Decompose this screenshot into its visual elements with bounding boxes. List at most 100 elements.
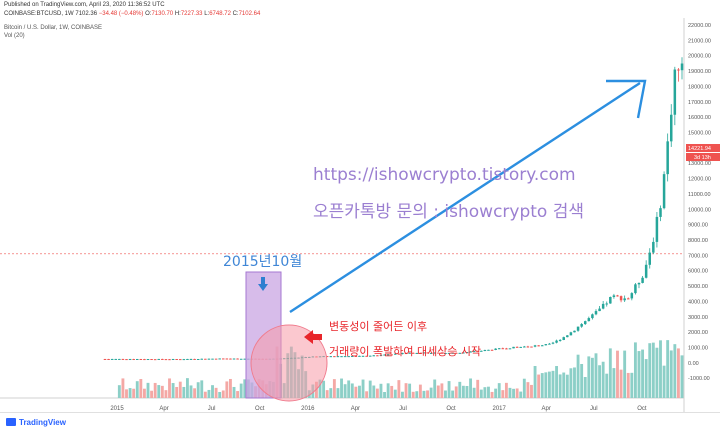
candle-body bbox=[612, 295, 616, 297]
candle-body bbox=[175, 359, 178, 361]
candle-body bbox=[397, 353, 401, 355]
candle-body bbox=[652, 241, 655, 253]
candle-body bbox=[225, 358, 229, 360]
volume-bar bbox=[343, 384, 347, 398]
volume-bar bbox=[676, 348, 680, 398]
candle-body bbox=[609, 296, 612, 304]
candle-body bbox=[429, 352, 433, 354]
candle-body bbox=[361, 355, 365, 357]
volume-bar bbox=[580, 363, 584, 398]
volume-bar bbox=[418, 384, 422, 398]
candle-body bbox=[365, 355, 368, 357]
candle-body bbox=[132, 359, 135, 361]
candle-body bbox=[566, 335, 569, 338]
volume-bar bbox=[447, 381, 451, 398]
candle-body bbox=[623, 298, 626, 301]
volume-bar bbox=[465, 385, 469, 398]
volume-bar bbox=[426, 390, 429, 398]
candle-body bbox=[540, 345, 544, 347]
tradingview-logo-icon bbox=[6, 418, 16, 426]
candle-body bbox=[555, 340, 558, 343]
candle-body bbox=[200, 358, 204, 360]
candle-body bbox=[150, 359, 153, 361]
volume-bar bbox=[512, 388, 515, 398]
candle-body bbox=[637, 282, 641, 285]
candle-body bbox=[243, 358, 247, 360]
y-tick-label: 11000.00 bbox=[688, 192, 711, 198]
candle-body bbox=[411, 352, 415, 354]
y-tick-label: 22000.00 bbox=[688, 23, 711, 29]
x-tick-label: 2017 bbox=[492, 406, 506, 412]
candle-body bbox=[533, 345, 537, 347]
candle-body bbox=[343, 356, 347, 358]
y-tick-label: 21000.00 bbox=[688, 38, 711, 44]
candle-body bbox=[569, 332, 573, 336]
price-axis: 22000.00 21000.00 20000.00 19000.00 18000.00… bbox=[688, 23, 711, 382]
volume-bar bbox=[408, 383, 412, 398]
candle-body bbox=[580, 324, 583, 327]
volume-bar bbox=[680, 355, 684, 398]
volume-bar bbox=[515, 388, 519, 398]
down-arrow-icon bbox=[258, 277, 268, 291]
volume-bar bbox=[573, 367, 576, 398]
volume-bar bbox=[135, 381, 139, 398]
candle-body bbox=[605, 303, 608, 305]
volume-bar bbox=[555, 366, 558, 398]
candle-body bbox=[523, 346, 526, 348]
candle-body bbox=[655, 216, 659, 242]
volume-bar bbox=[318, 379, 322, 398]
candle-body bbox=[634, 284, 637, 294]
candle-body bbox=[616, 295, 619, 297]
candle-body bbox=[214, 358, 218, 360]
y-tick-label: 8000.00 bbox=[688, 238, 708, 244]
y-tick-label: 1000.00 bbox=[688, 345, 708, 351]
candle-body bbox=[512, 346, 515, 349]
time-axis: 2015 Apr Jul Oct 2016 Apr Jul Oct 2017 Apr Jul Oct bbox=[110, 406, 647, 412]
y-tick-label: 19000.00 bbox=[688, 69, 711, 75]
candle-body bbox=[619, 296, 623, 301]
candle-body bbox=[641, 277, 644, 283]
x-tick-label: Apr bbox=[159, 406, 168, 412]
x-tick-label: Oct bbox=[637, 406, 647, 412]
volume-bar bbox=[454, 386, 458, 398]
volume-bar bbox=[189, 385, 193, 398]
tradingview-logo[interactable]: TradingView bbox=[6, 418, 66, 427]
candle-body bbox=[476, 351, 479, 353]
volume-bar bbox=[361, 379, 365, 398]
volume-bar bbox=[239, 383, 243, 398]
volume-bar bbox=[558, 374, 562, 398]
volume-bar bbox=[232, 386, 236, 398]
candle-body bbox=[462, 352, 465, 354]
volume-bar bbox=[229, 378, 232, 398]
candle-body bbox=[501, 348, 505, 350]
candle-body bbox=[444, 352, 447, 354]
volume-bar bbox=[203, 391, 207, 398]
candle-body bbox=[558, 339, 562, 341]
volume-bar bbox=[368, 380, 372, 398]
volume-bar bbox=[508, 387, 512, 398]
url-watermark: https://ishowcrypto.tistory.com bbox=[313, 165, 576, 185]
volume-bar bbox=[504, 382, 508, 398]
x-tick-label: Apr bbox=[542, 406, 551, 412]
countdown-value: 3d 13h bbox=[694, 155, 711, 161]
candle-body bbox=[333, 356, 336, 358]
tradingview-brand: TradingView bbox=[19, 418, 66, 427]
candle-body bbox=[114, 358, 118, 360]
y-tick-label: 7000.00 bbox=[688, 253, 708, 259]
candle-body bbox=[451, 352, 454, 354]
volume-bar bbox=[651, 342, 655, 398]
volume-bar bbox=[207, 389, 211, 398]
volume-bar bbox=[472, 387, 476, 398]
candle-body bbox=[526, 346, 530, 348]
y-tick-label: 12000.00 bbox=[688, 177, 711, 183]
candle-body bbox=[354, 356, 358, 358]
candle-body bbox=[204, 358, 207, 360]
candle-body bbox=[515, 346, 519, 348]
volume-bar bbox=[336, 388, 340, 398]
candle-body bbox=[659, 208, 662, 217]
volume-bar bbox=[354, 386, 358, 398]
ohlc-line: COINBASE:BTCUSD, 1W 7102.36 −34.48 (−0.4… bbox=[4, 10, 260, 18]
y-tick-label: 17000.00 bbox=[688, 100, 711, 106]
volume-bar bbox=[519, 391, 523, 398]
candle-body bbox=[351, 356, 354, 358]
